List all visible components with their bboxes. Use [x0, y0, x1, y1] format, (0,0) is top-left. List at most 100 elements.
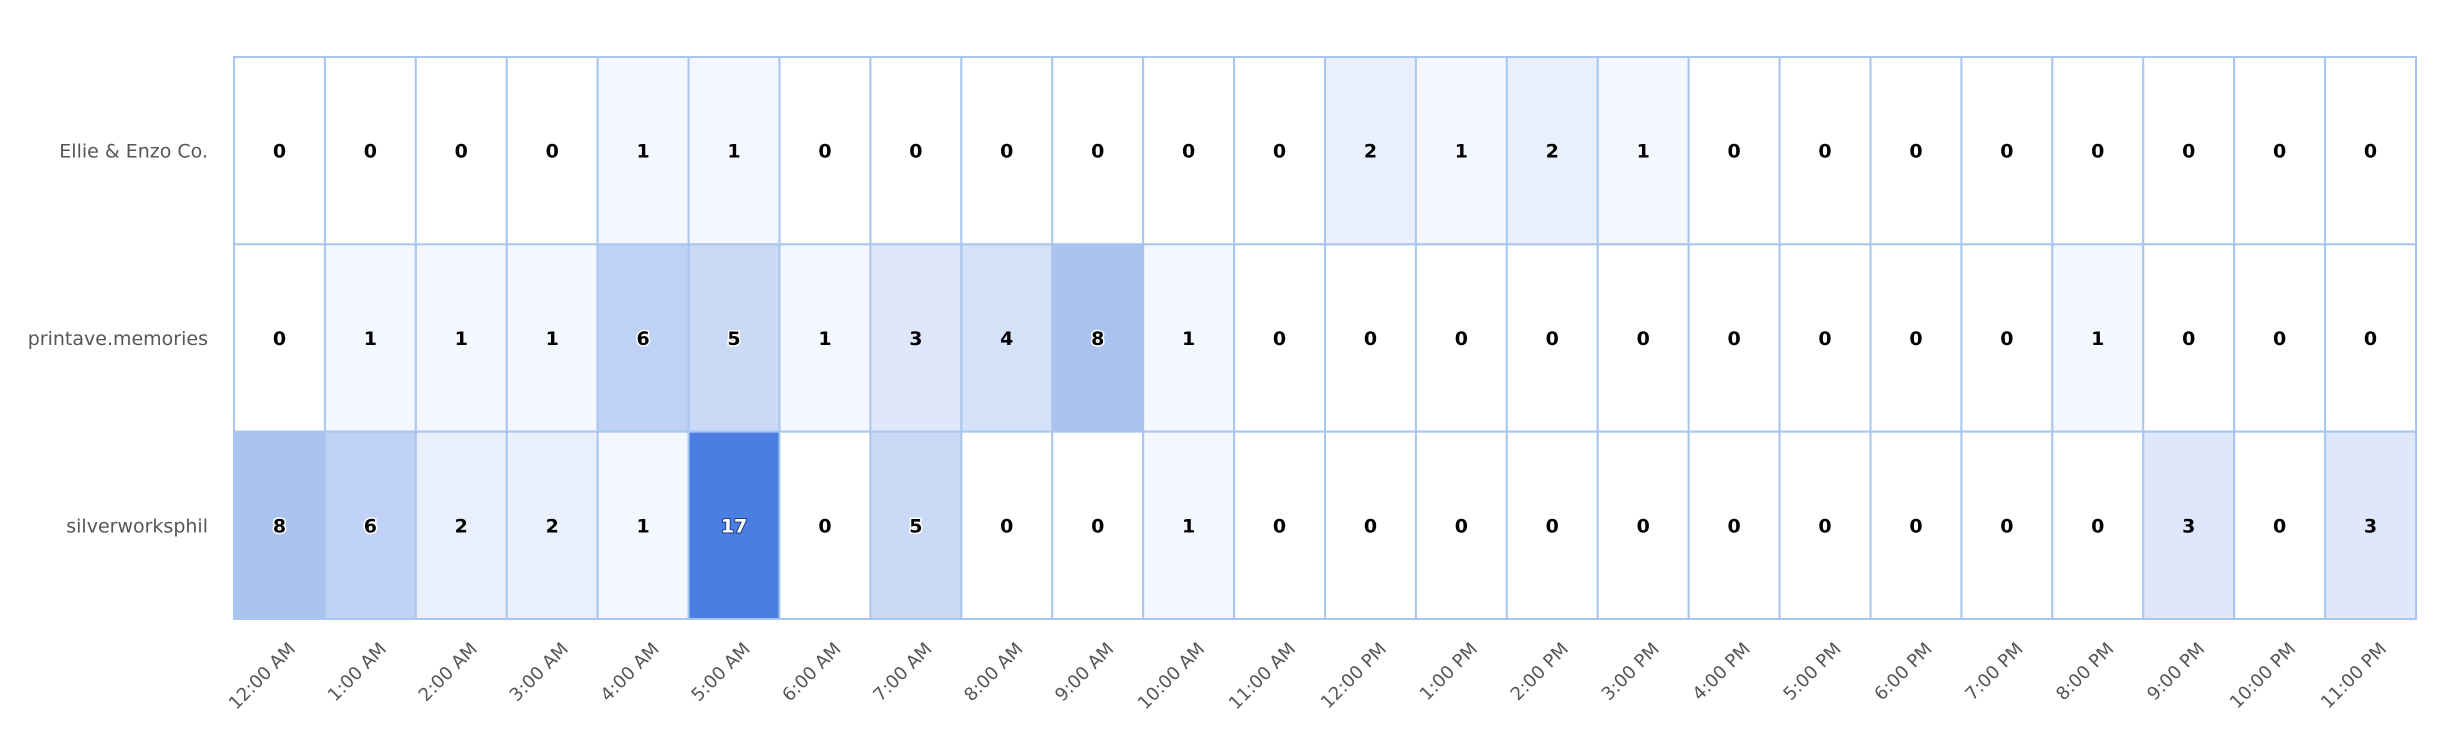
column-label: 5:00 AM: [687, 639, 754, 706]
heatmap-cell-value: 0: [1546, 515, 1559, 537]
heatmap-cell-value: 2: [546, 515, 559, 537]
heatmap-cell: [414, 430, 508, 621]
heatmap-cell-value: 0: [1728, 328, 1741, 350]
column-label: 8:00 AM: [960, 639, 1027, 706]
heatmap-cell-value: 0: [1909, 141, 1922, 163]
heatmap-cell-value: 1: [364, 328, 377, 350]
heatmap-cell: [323, 430, 417, 621]
heatmap-cell-value: 0: [1182, 141, 1195, 163]
column-label: 3:00 PM: [1598, 639, 1664, 705]
heatmap-cell-value: 0: [1273, 328, 1286, 350]
heatmap-cell: [1233, 56, 1326, 246]
heatmap-cell-value: 0: [364, 141, 377, 163]
heatmap-cell-value: 0: [1909, 515, 1922, 537]
column-label: 1:00 PM: [1416, 639, 1482, 705]
heatmap-cell: [1596, 243, 1690, 433]
column-label: 11:00 AM: [1225, 639, 1300, 714]
heatmap-cell: [1324, 430, 1417, 621]
heatmap-cell-value: 0: [1000, 141, 1013, 163]
heatmap-cell: [1869, 430, 1963, 621]
heatmap-cell: [1596, 430, 1690, 621]
heatmap-cell-value: 1: [727, 141, 740, 163]
heatmap-cell: [1324, 243, 1417, 433]
heatmap-cell: [233, 56, 326, 246]
heatmap-cell: [1414, 56, 1508, 246]
heatmap-cell: [414, 243, 508, 433]
heatmap-cell: [1051, 430, 1145, 621]
heatmap-cell: [2051, 430, 2145, 621]
heatmap-cell-value: 1: [1455, 141, 1468, 163]
heatmap-cell-value: 0: [546, 141, 559, 163]
heatmap-cell-value: 3: [2182, 515, 2195, 537]
row-label: Ellie & Enzo Co.: [59, 141, 208, 163]
heatmap-cell-value: 5: [909, 515, 922, 537]
heatmap-cell: [233, 430, 326, 621]
heatmap-cell: [1687, 56, 1781, 246]
column-label: 5:00 PM: [1779, 639, 1845, 705]
heatmap-cell: [1778, 56, 1872, 246]
heatmap-cells: [233, 56, 2418, 621]
heatmap-cell-value: 2: [455, 515, 468, 537]
heatmap-cell-value: 1: [1182, 328, 1195, 350]
heatmap-cell: [2233, 243, 2327, 433]
heatmap-cell-value: 1: [1182, 515, 1195, 537]
heatmap-cell-value: 0: [1546, 328, 1559, 350]
heatmap-cell-value: 0: [1818, 515, 1831, 537]
heatmap-cell-value: 1: [546, 328, 559, 350]
heatmap-cell-value: 0: [1364, 328, 1377, 350]
heatmap-cell-value: 0: [1091, 515, 1104, 537]
heatmap-cell-value: 0: [273, 328, 286, 350]
column-label: 12:00 PM: [1317, 639, 1391, 713]
heatmap-cell: [1778, 430, 1872, 621]
heatmap-cell-value: 8: [273, 515, 286, 537]
column-label: 10:00 PM: [2226, 639, 2300, 713]
heatmap-cell-value: 0: [1455, 515, 1468, 537]
heatmap-cell-value: 5: [727, 328, 740, 350]
heatmap-cell-value: 1: [637, 515, 650, 537]
heatmap-cell-value: 0: [818, 515, 831, 537]
heatmap-cell: [1414, 430, 1508, 621]
column-label: 8:00 PM: [2052, 639, 2118, 705]
heatmap-cell-value: 0: [1818, 328, 1831, 350]
heatmap-cell: [687, 56, 781, 246]
column-label: 7:00 PM: [1961, 639, 2027, 705]
heatmap-cell-value: 0: [2091, 515, 2104, 537]
heatmap-cell-value: 0: [2273, 515, 2286, 537]
heatmap-cell-value: 0: [1273, 141, 1286, 163]
column-label: 7:00 AM: [869, 639, 936, 706]
heatmap-cell-value: 0: [2364, 328, 2377, 350]
heatmap-cell: [2324, 430, 2418, 621]
column-label: 11:00 PM: [2317, 639, 2391, 713]
heatmap-cell-values: 0 0 0 0 1 1 0 0 0 0 0 0 2 1 2 1 0 0 0 0 0 0 0 0 0 1 1 1 6 5 1 3 4 8 1 0 0 0 0 0…: [271, 141, 2377, 539]
column-label: 10:00 AM: [1134, 639, 1209, 714]
heatmap-cell: [2142, 243, 2236, 433]
heatmap-cell: [2142, 430, 2236, 621]
heatmap-cell: [2051, 243, 2145, 433]
heatmap-cell-value: 0: [1000, 515, 1013, 537]
column-label: 2:00 PM: [1507, 639, 1573, 705]
heatmap-cell: [2324, 243, 2418, 433]
heatmap-cell: [1051, 56, 1145, 246]
heatmap-cell-value: 2: [1364, 141, 1377, 163]
heatmap-cell: [778, 243, 872, 433]
heatmap-cell-value: 0: [2182, 328, 2195, 350]
heatmap-cell-value: 3: [2364, 515, 2377, 537]
heatmap-cell-value: 3: [909, 328, 922, 350]
heatmap-cell: [233, 243, 326, 433]
heatmap-cell-value: 0: [1728, 515, 1741, 537]
heatmap-cell-value: 0: [1909, 328, 1922, 350]
heatmap-cell-value: 2: [1546, 141, 1559, 163]
heatmap-cell-value: 0: [1364, 515, 1377, 537]
heatmap-cell: [778, 430, 872, 621]
heatmap-cell-value: 0: [1728, 141, 1741, 163]
heatmap-cell-value: 4: [1000, 328, 1013, 350]
column-label: 2:00 AM: [415, 639, 482, 706]
heatmap-cell: [596, 430, 690, 621]
heatmap-cell: [414, 56, 508, 246]
column-label: 1:00 AM: [324, 639, 391, 706]
heatmap-cell: [1596, 56, 1690, 246]
heatmap-cell: [1505, 243, 1599, 433]
heatmap-cell: [2233, 56, 2327, 246]
heatmap-cell-value: 1: [637, 141, 650, 163]
